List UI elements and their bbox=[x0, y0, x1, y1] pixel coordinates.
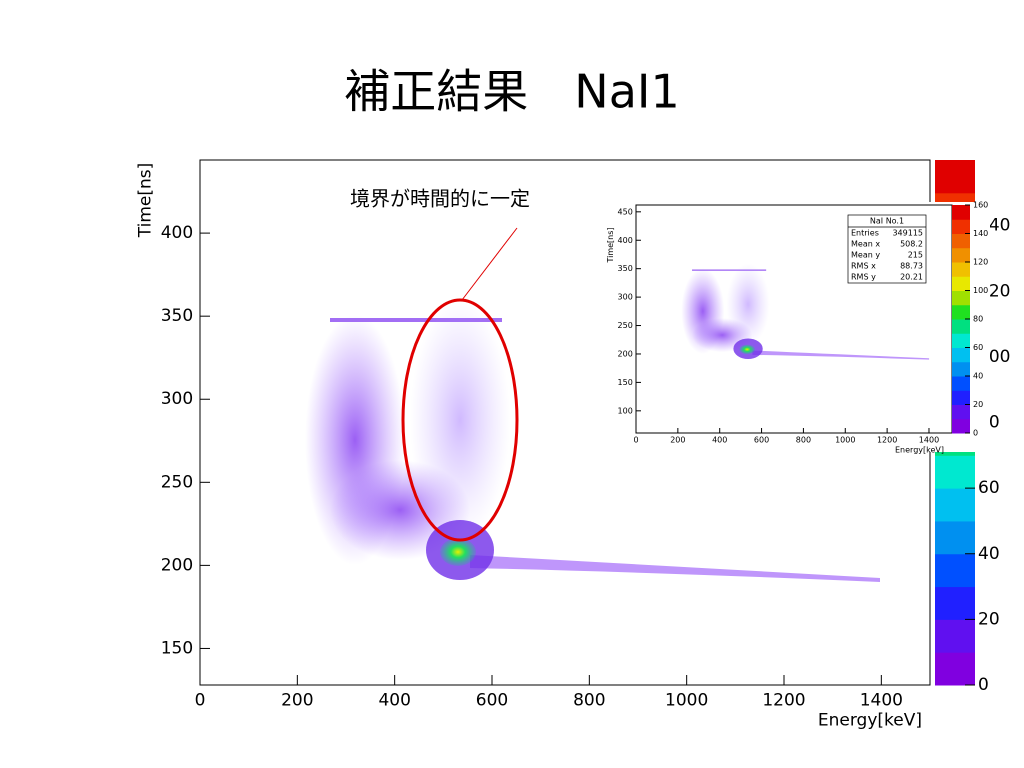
x-tick-label: 1400 bbox=[860, 690, 903, 710]
colorbar-cell bbox=[952, 376, 970, 391]
z-tick-label: 120 bbox=[973, 258, 988, 267]
colorbar-cell bbox=[952, 276, 970, 291]
x-tick-label: 400 bbox=[378, 690, 410, 710]
x-tick-label: 200 bbox=[281, 690, 313, 710]
slide-title: 補正結果 NaI1 bbox=[344, 65, 679, 119]
stats-value: 20.21 bbox=[900, 273, 923, 282]
x-tick-label: 0 bbox=[633, 436, 638, 445]
y-tick-label: 150 bbox=[618, 378, 633, 387]
stats-value: 349115 bbox=[892, 229, 923, 238]
z-tick-label: 20 bbox=[973, 400, 983, 409]
z-tick-label: 80 bbox=[973, 315, 983, 324]
colorbar-cell bbox=[952, 333, 970, 348]
x-tick-label: 1000 bbox=[835, 436, 855, 445]
y-tick-label: 200 bbox=[618, 349, 633, 358]
inset: 0 200 400 600 800 1000 1200 1400100150200250300… bbox=[605, 201, 990, 454]
z-tick-label: 40 bbox=[978, 544, 1000, 564]
y-tick-label: 100 bbox=[618, 406, 633, 415]
y-tick-label: 350 bbox=[618, 264, 633, 273]
y-tick-label: 250 bbox=[618, 321, 633, 330]
stats-value: 215 bbox=[908, 251, 923, 260]
x-tick-label: 0 bbox=[195, 690, 206, 710]
colorbar-cell bbox=[952, 347, 970, 363]
z-tick-label: 0 bbox=[973, 429, 978, 438]
z-tick-label: 60 bbox=[973, 343, 983, 352]
z-tick-label: 60 bbox=[978, 478, 1000, 498]
z-tick-label: 0 bbox=[978, 675, 989, 695]
x-tick-label: 1400 bbox=[919, 436, 939, 445]
z-tick-label: 100 bbox=[973, 286, 988, 295]
x-axis-label: Energy[keV] bbox=[895, 445, 944, 454]
colorbar-cell bbox=[935, 619, 975, 653]
y-tick-label: 300 bbox=[618, 293, 633, 302]
x-tick-label: 200 bbox=[670, 436, 685, 445]
x-tick-label: 1200 bbox=[762, 690, 805, 710]
highlight-ellipse bbox=[401, 298, 519, 542]
y-tick-label: 150 bbox=[161, 638, 193, 658]
x-tick-label: 1200 bbox=[877, 436, 897, 445]
y-tick-label: 200 bbox=[161, 555, 193, 575]
colorbar-cell bbox=[935, 652, 975, 686]
y-axis-label: Time[ns] bbox=[606, 227, 615, 263]
z-tick-label: 140 bbox=[973, 229, 988, 238]
colorbar-cell bbox=[935, 455, 975, 489]
x-tick-label: 600 bbox=[476, 690, 508, 710]
inset-background bbox=[605, 202, 990, 452]
stats-name: Entries bbox=[851, 229, 879, 238]
y-tick-label: 300 bbox=[161, 389, 193, 409]
annotation: 境界が時間的に一定 bbox=[350, 187, 530, 211]
x-tick-label: 400 bbox=[712, 436, 727, 445]
stats-name: RMS y bbox=[851, 273, 876, 282]
colorbar-cell bbox=[935, 160, 975, 194]
y-tick-label: 250 bbox=[161, 472, 193, 492]
stats-name: Mean y bbox=[851, 251, 880, 260]
x-tick-label: 1000 bbox=[665, 690, 708, 710]
colorbar-cell bbox=[952, 205, 970, 220]
colorbar-cell bbox=[952, 404, 970, 420]
colorbar-cell bbox=[952, 233, 970, 249]
z-tick-label: 160 bbox=[973, 201, 988, 210]
x-tick-label: 600 bbox=[754, 436, 769, 445]
y-tick-label: 350 bbox=[161, 306, 193, 326]
colorbar-cell bbox=[952, 219, 970, 234]
z-tick-label: 20 bbox=[978, 609, 1000, 629]
colorbar-cell bbox=[952, 304, 970, 320]
y-axis-label: Time[ns] bbox=[136, 163, 156, 239]
stats-name: RMS x bbox=[851, 262, 876, 271]
colorbar-cell bbox=[935, 520, 975, 555]
stats-value: 88.73 bbox=[900, 262, 923, 271]
colorbar-cell bbox=[952, 262, 970, 277]
stats-name: Mean x bbox=[851, 240, 880, 249]
colorbar-cell bbox=[935, 586, 975, 620]
pointer-line bbox=[461, 227, 518, 301]
colorbar-cell bbox=[952, 247, 970, 263]
stats-title: NaI No.1 bbox=[870, 217, 904, 226]
colorbar-cell bbox=[935, 553, 975, 588]
x-axis-label: Energy[keV] bbox=[818, 711, 922, 731]
colorbar-cell bbox=[935, 488, 975, 522]
colorbar-cell bbox=[952, 390, 970, 405]
x-tick-label: 800 bbox=[573, 690, 605, 710]
colorbar-cell bbox=[952, 319, 970, 334]
y-tick-label: 400 bbox=[161, 223, 193, 243]
y-tick-label: 400 bbox=[618, 236, 633, 245]
y-tick-label: 450 bbox=[618, 207, 633, 216]
colorbar-cell bbox=[952, 290, 970, 306]
stats-value: 508.2 bbox=[900, 240, 923, 249]
x-tick-label: 800 bbox=[796, 436, 811, 445]
colorbar-cell bbox=[952, 361, 970, 377]
colorbar-cell bbox=[952, 418, 970, 434]
z-tick-label: 40 bbox=[973, 372, 983, 381]
stats-box bbox=[847, 214, 927, 284]
